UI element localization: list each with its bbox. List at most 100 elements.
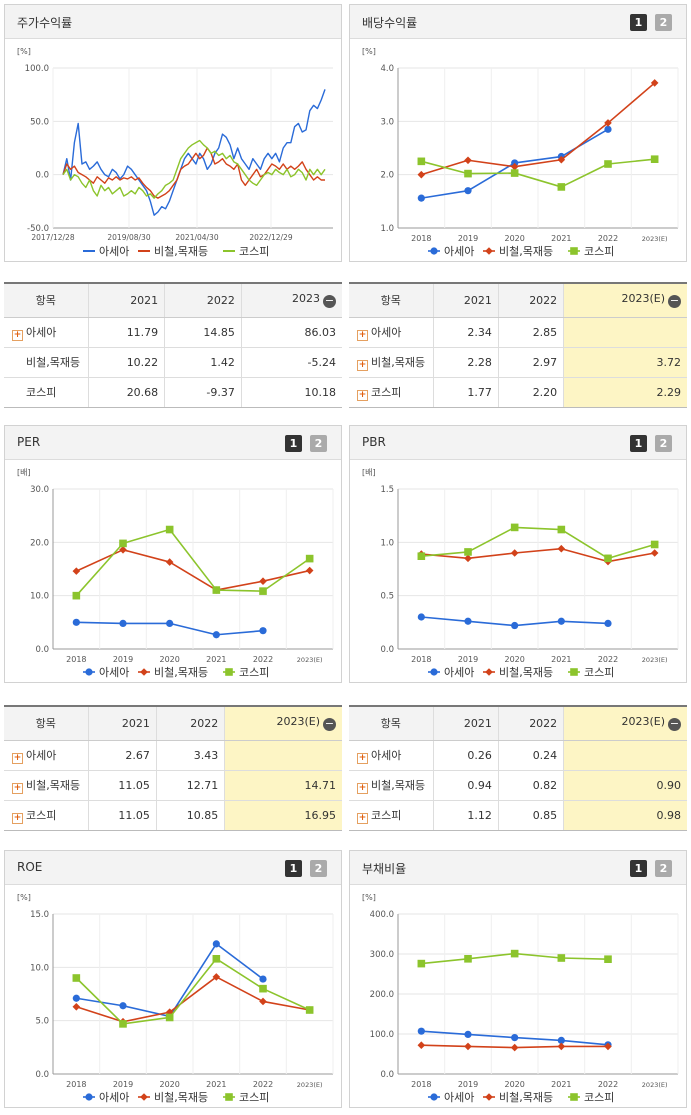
expand-icon[interactable]: + <box>357 812 368 824</box>
data-point <box>511 1034 519 1042</box>
data-point <box>510 162 519 171</box>
row-name: 코스피 <box>26 808 57 822</box>
x-tick-label: 2018 <box>411 1080 431 1089</box>
column-header-label: 항목 <box>380 717 401 731</box>
data-point <box>165 1013 174 1022</box>
table-cell: 3.43 <box>155 740 225 771</box>
column-header-label: 2022 <box>190 716 219 730</box>
data-point <box>464 554 472 563</box>
table-row: + 아세아 2.34 2.85 <box>349 317 687 348</box>
x-tick-label: 2020 <box>159 655 179 664</box>
page-2-button[interactable]: 2 <box>310 860 327 877</box>
y-tick-label: 5.0 <box>35 1017 49 1027</box>
table-cell: 11.05 <box>87 770 157 801</box>
expand-icon[interactable]: + <box>12 752 23 764</box>
table-cell: -9.37 <box>164 377 242 407</box>
legend-label: 아세아 <box>444 245 474 258</box>
panel-header: PBR 1 2 <box>350 426 686 460</box>
collapse-icon[interactable]: − <box>668 294 681 309</box>
page-1-button[interactable]: 1 <box>630 860 647 877</box>
data-point <box>557 183 566 191</box>
row-label: 비철,목재등 <box>4 347 88 378</box>
legend-label: 코스피 <box>584 245 614 258</box>
table-cell: 2.20 <box>497 377 564 407</box>
table-header-row: 항목 2021 2022 2023(E) − <box>349 707 687 741</box>
table-cell: 11.79 <box>87 317 165 348</box>
series-line <box>62 147 325 199</box>
column-header: 2023(E) − <box>563 707 687 741</box>
page-2-button[interactable]: 2 <box>310 435 327 452</box>
expand-icon[interactable]: + <box>357 329 368 341</box>
column-header: 2022 <box>497 707 564 741</box>
column-header-label: 2021 <box>463 716 492 730</box>
data-point <box>417 170 426 179</box>
data-point <box>165 558 174 566</box>
y-axis-unit: [%] <box>17 47 31 56</box>
series-line <box>421 158 655 188</box>
y-tick-label: 0.0 <box>35 171 49 181</box>
series-2 <box>417 1041 612 1052</box>
x-tick-label: 2018 <box>411 655 431 664</box>
page-2-button[interactable]: 2 <box>655 435 672 452</box>
x-tick-label: 2022 <box>598 234 618 243</box>
legend-label: 코스피 <box>239 245 269 258</box>
expand-icon[interactable]: + <box>357 782 368 794</box>
data-point <box>417 552 426 560</box>
table-cell: 20.68 <box>87 377 165 407</box>
data-point <box>72 974 81 982</box>
series-line <box>76 976 310 1023</box>
y-axis-unit: [배] <box>17 468 31 477</box>
series-line <box>421 547 655 563</box>
panel-title: 주가수익률 <box>17 16 73 30</box>
data-point <box>650 549 659 557</box>
page-2-button[interactable]: 2 <box>655 14 672 31</box>
page-1-button[interactable]: 1 <box>630 435 647 452</box>
expand-icon[interactable]: + <box>12 812 23 824</box>
x-tick-label: 2021/04/30 <box>175 233 218 242</box>
x-tick-label: 2019 <box>458 1080 478 1089</box>
expand-icon[interactable]: + <box>12 329 23 341</box>
row-name: 비철,목재등 <box>26 778 81 792</box>
table-cell: 0.94 <box>432 770 499 801</box>
stock-return-panel: 주가수익률 [%] 100.0 50.0 0.0 -50.0 2017/12/28 2019… <box>4 4 342 262</box>
table-cell: 0.82 <box>497 770 564 801</box>
table-cell: 10.22 <box>87 347 165 378</box>
expand-icon[interactable]: + <box>12 782 23 794</box>
column-header-label: 2021 <box>130 293 159 307</box>
legend-label: 아세아 <box>444 1091 474 1104</box>
page-1-button[interactable]: 1 <box>285 435 302 452</box>
data-point <box>165 1008 174 1016</box>
legend: 아세아 비철,목재등 코스피 <box>428 666 614 679</box>
series-line <box>62 89 326 216</box>
column-header: 2021 <box>432 284 499 318</box>
page-1-button[interactable]: 1 <box>630 14 647 31</box>
y-tick-label: 30.0 <box>30 485 49 495</box>
page-1-button[interactable]: 1 <box>285 860 302 877</box>
y-tick-label: 400.0 <box>370 910 394 920</box>
data-point <box>510 949 519 958</box>
data-point <box>604 955 612 963</box>
row-label: + 비철,목재등 <box>349 770 433 801</box>
row-name: 아세아 <box>371 748 402 762</box>
series-3 <box>62 139 326 199</box>
expand-icon[interactable]: + <box>357 359 368 371</box>
y-tick-label: 2.0 <box>380 171 394 181</box>
y-tick-label: 10.0 <box>30 592 49 602</box>
series-line <box>76 549 310 591</box>
table-row: + 코스피 1.12 0.85 0.98 <box>349 800 687 830</box>
collapse-icon[interactable]: − <box>668 717 681 732</box>
data-point <box>485 1093 493 1101</box>
expand-icon[interactable]: + <box>357 752 368 764</box>
column-header: 2021 <box>87 284 165 318</box>
data-point <box>510 523 519 532</box>
page-2-button[interactable]: 2 <box>655 860 672 877</box>
data-point <box>212 586 221 594</box>
collapse-icon[interactable]: − <box>323 717 336 732</box>
column-header-label: 2022 <box>529 716 558 730</box>
collapse-icon[interactable]: − <box>323 294 336 309</box>
expand-icon[interactable]: + <box>357 389 368 401</box>
data-point <box>225 668 233 676</box>
data-point <box>259 577 267 586</box>
legend: 아세아 비철,목재등 코스피 <box>83 1091 269 1104</box>
x-tick-label: 2023(E) <box>642 1081 668 1089</box>
